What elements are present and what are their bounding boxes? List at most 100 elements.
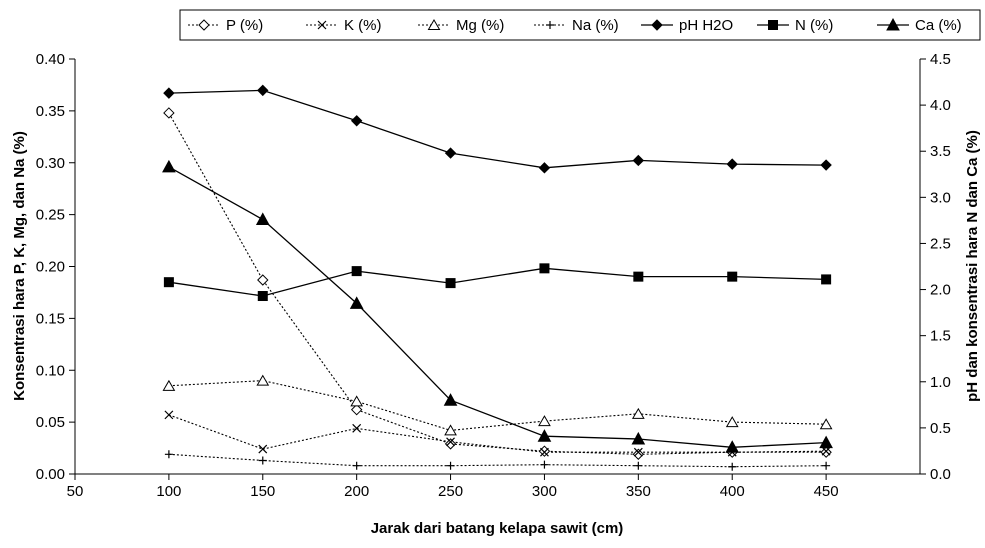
legend-item-na: Na (%)	[534, 17, 619, 34]
data-point-na	[540, 460, 549, 469]
data-point-p	[257, 274, 269, 286]
data-point-na	[634, 461, 643, 470]
legend-marker-mg	[427, 19, 441, 30]
series-points-na	[164, 450, 831, 471]
legend-label-ph-h2o: pH H2O	[679, 17, 733, 34]
data-point-p	[820, 446, 832, 458]
x-axis-title: Jarak dari batang kelapa sawit (cm)	[371, 520, 624, 537]
x-tick-label: 250	[438, 483, 463, 500]
data-point-ph-h2o	[632, 154, 645, 167]
data-point-k	[352, 423, 362, 433]
data-point-n	[727, 271, 738, 282]
data-point-ca	[349, 296, 364, 309]
y-right-tick-label: 4.0	[930, 97, 951, 114]
legend-item-ca: Ca (%)	[877, 17, 962, 34]
data-point-p	[350, 403, 363, 416]
x-tick-label: 50	[67, 483, 84, 500]
legend-label-k: K (%)	[344, 17, 382, 34]
x-axis-ticks: 50 100 150 200 250 300 350 400 450	[67, 474, 839, 500]
series-lines	[168, 89, 827, 468]
data-point-k	[164, 410, 174, 420]
y-left-axis-ticks: 0.00 0.05 0.10 0.15 0.20 0.25 0.30 0.35 0.40	[36, 51, 75, 483]
y-left-tick-label: 0.35	[36, 103, 65, 120]
x-tick-label: 200	[344, 483, 369, 500]
data-point-k	[446, 437, 455, 447]
legend-marker-ph-h2o	[651, 19, 663, 31]
y-right-axis-title: pH dan konsentrasi hara N dan Ca (%)	[964, 130, 981, 402]
series-line-k	[168, 414, 827, 453]
data-point-na	[728, 462, 737, 471]
data-point-mg	[725, 416, 739, 428]
series-points-ca	[162, 159, 833, 453]
data-point-ca	[443, 393, 458, 406]
legend-marker-na	[546, 21, 554, 29]
series-line-ph-h2o	[168, 89, 827, 169]
data-point-mg	[819, 418, 833, 430]
data-point-na	[822, 461, 831, 470]
data-point-ph-h2o	[444, 147, 457, 159]
legend-marker-p	[198, 19, 210, 31]
data-point-ca	[631, 431, 646, 445]
data-point-na	[164, 450, 173, 459]
data-point-n	[351, 266, 362, 277]
data-point-k	[540, 447, 549, 457]
data-point-n	[539, 263, 550, 274]
data-point-ph-h2o	[726, 158, 738, 170]
legend-label-na: Na (%)	[572, 17, 619, 34]
legend: P (%) K (%) Mg (%) Na (%) pH H2O N (%) Ca (%)	[188, 17, 962, 34]
series-line-n	[168, 267, 827, 297]
series-line-ca	[168, 166, 827, 448]
y-left-tick-label: 0.25	[36, 207, 65, 224]
data-point-ca	[725, 440, 740, 453]
y-left-axis-title: Konsentrasi hara P, K, Mg, dan Na (%)	[11, 131, 28, 401]
y-right-tick-label: 1.0	[930, 374, 951, 391]
x-tick-label: 350	[626, 483, 651, 500]
data-point-ca	[537, 429, 552, 442]
data-point-n	[633, 271, 644, 282]
legend-label-p: P (%)	[226, 17, 263, 34]
data-point-ph-h2o	[820, 159, 832, 171]
data-point-p	[444, 438, 457, 450]
data-point-mg	[256, 374, 270, 386]
data-point-p	[163, 107, 175, 119]
y-right-tick-label: 2.0	[930, 282, 951, 299]
y-left-tick-label: 0.20	[36, 259, 65, 276]
y-left-tick-label: 0.00	[36, 466, 65, 483]
legend-marker-k	[317, 20, 327, 30]
data-point-k	[821, 446, 831, 456]
data-point-n	[257, 291, 268, 302]
data-point-ca	[819, 435, 833, 449]
data-point-p	[632, 448, 645, 460]
y-left-tick-label: 0.10	[36, 362, 65, 379]
data-point-na	[258, 456, 267, 465]
y-right-tick-label: 0.0	[930, 466, 951, 483]
data-point-ca	[255, 212, 270, 225]
legend-item-k: K (%)	[306, 17, 382, 34]
data-point-mg	[538, 415, 551, 427]
data-point-na	[352, 461, 361, 470]
y-right-tick-label: 3.5	[930, 143, 951, 160]
y-right-tick-label: 0.5	[930, 420, 951, 437]
data-point-mg	[444, 424, 457, 436]
legend-label-ca: Ca (%)	[915, 17, 962, 34]
data-point-na	[446, 461, 455, 470]
y-left-tick-label: 0.30	[36, 155, 65, 172]
y-left-tick-label: 0.05	[36, 414, 65, 431]
data-point-n	[445, 278, 456, 289]
data-point-mg	[631, 407, 645, 419]
y-right-tick-label: 4.5	[930, 51, 951, 68]
data-point-k	[633, 447, 643, 457]
data-point-p	[538, 445, 551, 457]
x-tick-label: 400	[720, 483, 745, 500]
series-points-mg	[162, 374, 833, 436]
legend-marker-n	[768, 20, 778, 30]
legend-item-n: N (%)	[757, 17, 833, 34]
series-line-na	[168, 453, 827, 468]
legend-item-mg: Mg (%)	[418, 17, 504, 34]
legend-label-mg: Mg (%)	[456, 17, 504, 34]
legend-label-n: N (%)	[795, 17, 833, 34]
data-point-ph-h2o	[163, 87, 175, 99]
legend-item-p: P (%)	[188, 17, 263, 34]
